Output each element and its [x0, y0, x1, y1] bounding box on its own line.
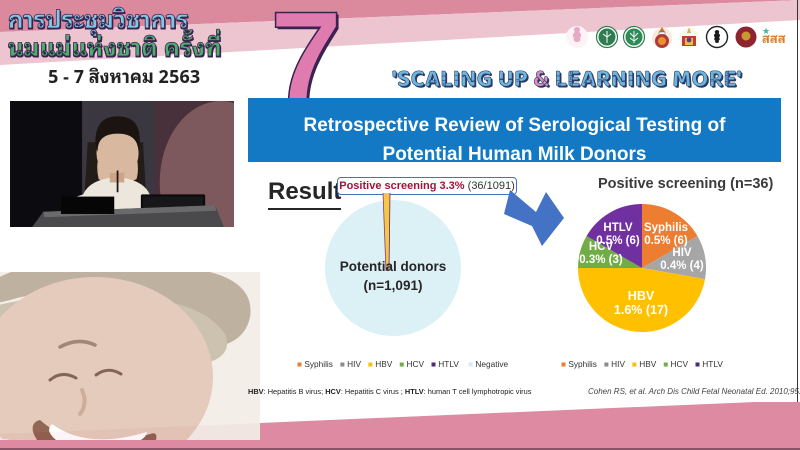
svg-text:HIV: HIV [672, 247, 692, 259]
svg-text:1.6% (17): 1.6% (17) [614, 303, 668, 317]
svg-text:Syphilis: Syphilis [644, 222, 688, 234]
svg-text:0.4% (4): 0.4% (4) [660, 260, 704, 272]
svg-text:0.5% (6): 0.5% (6) [644, 235, 688, 247]
svg-text:0.3% (3): 0.3% (3) [579, 254, 623, 266]
svg-text:HBV: HBV [628, 289, 655, 303]
svg-text:สสส: สสส [762, 27, 786, 48]
svg-text:HTLV: HTLV [603, 222, 633, 234]
svg-text:0.5% (6): 0.5% (6) [596, 235, 640, 247]
